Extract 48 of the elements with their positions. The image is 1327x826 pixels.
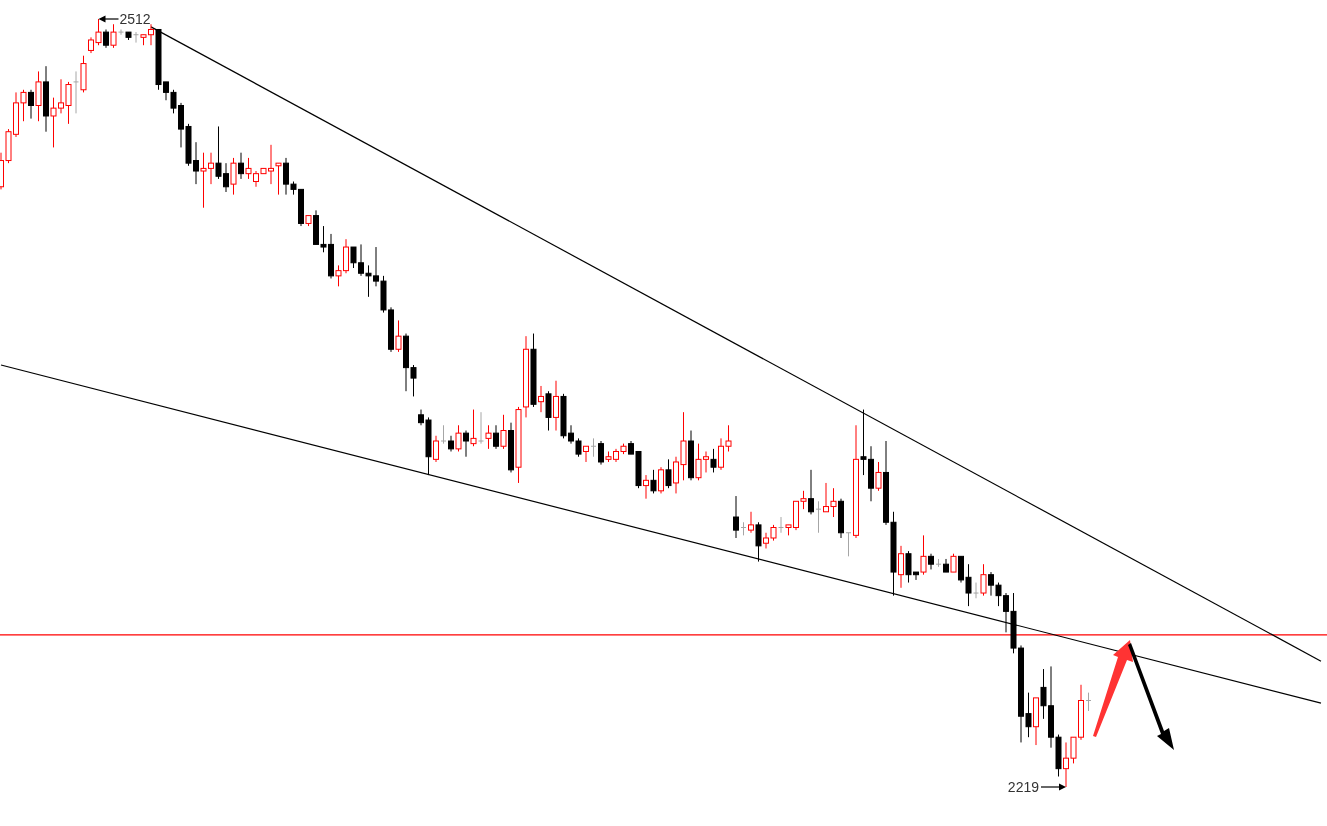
candlestick xyxy=(650,469,657,494)
candlestick xyxy=(733,495,739,539)
candlestick xyxy=(485,424,492,450)
candlestick xyxy=(118,28,124,36)
candlestick xyxy=(28,89,34,120)
candlestick xyxy=(583,445,589,463)
candlestick xyxy=(920,534,927,576)
candlestick xyxy=(35,70,42,122)
candlestick xyxy=(133,31,139,44)
candlestick xyxy=(110,23,117,49)
candlestick xyxy=(463,430,469,458)
candlestick xyxy=(455,424,462,452)
annotation: 2219 xyxy=(1007,779,1040,795)
candlestick xyxy=(493,424,499,450)
candlestick xyxy=(275,162,282,196)
candlestick xyxy=(230,157,237,196)
candlestick xyxy=(875,461,882,492)
candlestick xyxy=(665,458,672,489)
candlestick xyxy=(73,70,79,114)
candlestick xyxy=(755,521,762,563)
candlestick xyxy=(980,563,987,597)
candlestick xyxy=(598,440,604,466)
candlestick xyxy=(545,390,552,432)
candlestick xyxy=(845,532,852,557)
candlestick xyxy=(103,28,109,49)
candlestick xyxy=(643,474,649,500)
candlestick xyxy=(710,448,717,473)
candlestick xyxy=(778,516,784,534)
candlestick xyxy=(808,469,814,515)
annotation: 2512 xyxy=(119,11,151,27)
candlestick xyxy=(1085,692,1092,712)
candlestick xyxy=(440,424,447,445)
candlestick xyxy=(395,319,402,353)
candlestick xyxy=(898,545,904,589)
candlestick xyxy=(658,466,664,494)
candlestick xyxy=(470,409,477,447)
candlestick xyxy=(433,435,439,463)
candlestick xyxy=(950,553,957,573)
candlestick xyxy=(538,385,544,413)
candlestick xyxy=(553,380,559,432)
candlestick xyxy=(500,414,507,450)
candlestick xyxy=(740,521,747,536)
candlestick xyxy=(815,500,822,534)
candlestick xyxy=(590,437,597,458)
candlestick xyxy=(238,152,244,180)
candlestick xyxy=(748,511,754,534)
candlestick xyxy=(973,582,979,599)
candlestick xyxy=(478,411,484,445)
